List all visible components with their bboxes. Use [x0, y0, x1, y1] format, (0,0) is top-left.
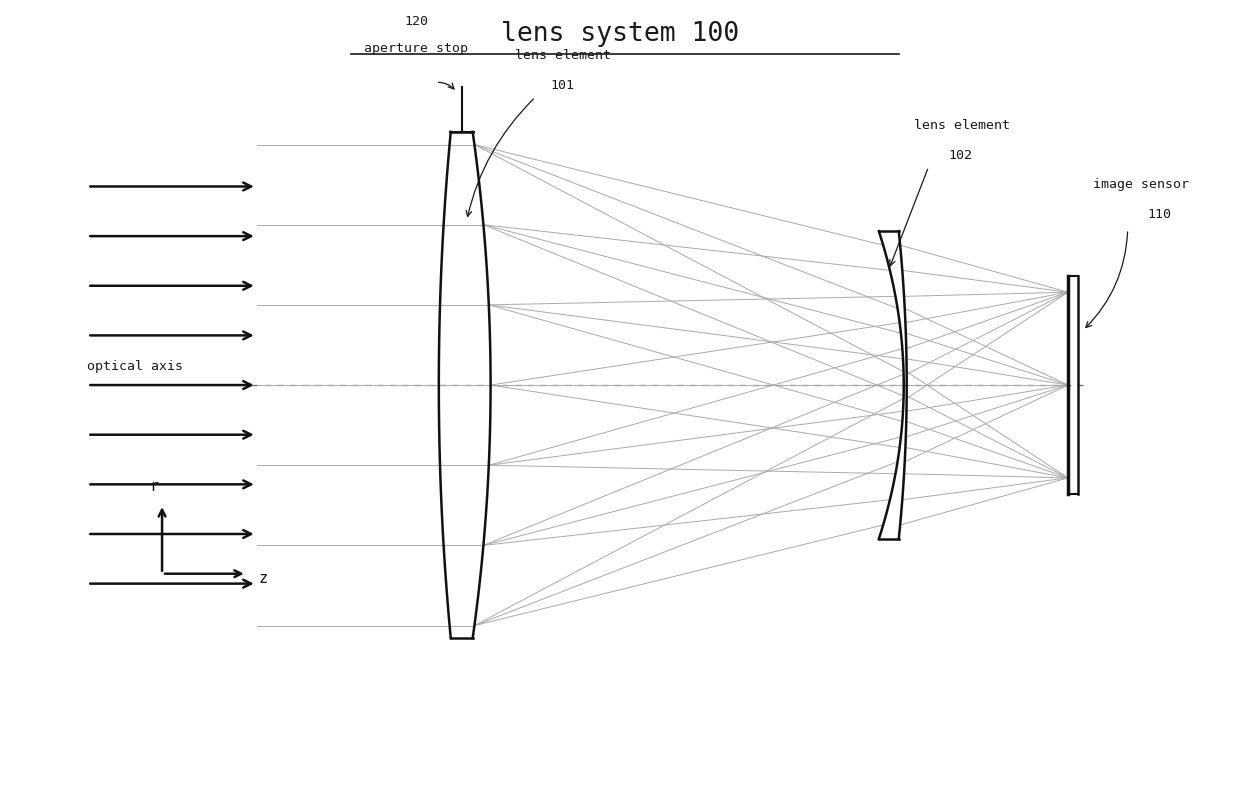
Text: aperture stop: aperture stop — [363, 42, 467, 56]
Text: 102: 102 — [949, 148, 972, 162]
Text: z: z — [259, 571, 268, 586]
Text: 120: 120 — [404, 15, 428, 27]
Text: r: r — [150, 480, 159, 495]
Text: optical axis: optical axis — [87, 360, 184, 373]
Text: lens element: lens element — [914, 119, 1009, 132]
Text: 101: 101 — [551, 79, 574, 92]
Text: 110: 110 — [1148, 208, 1172, 221]
Text: lens system 100: lens system 100 — [501, 21, 739, 47]
Text: image sensor: image sensor — [1092, 178, 1189, 192]
Text: lens element: lens element — [516, 49, 611, 62]
